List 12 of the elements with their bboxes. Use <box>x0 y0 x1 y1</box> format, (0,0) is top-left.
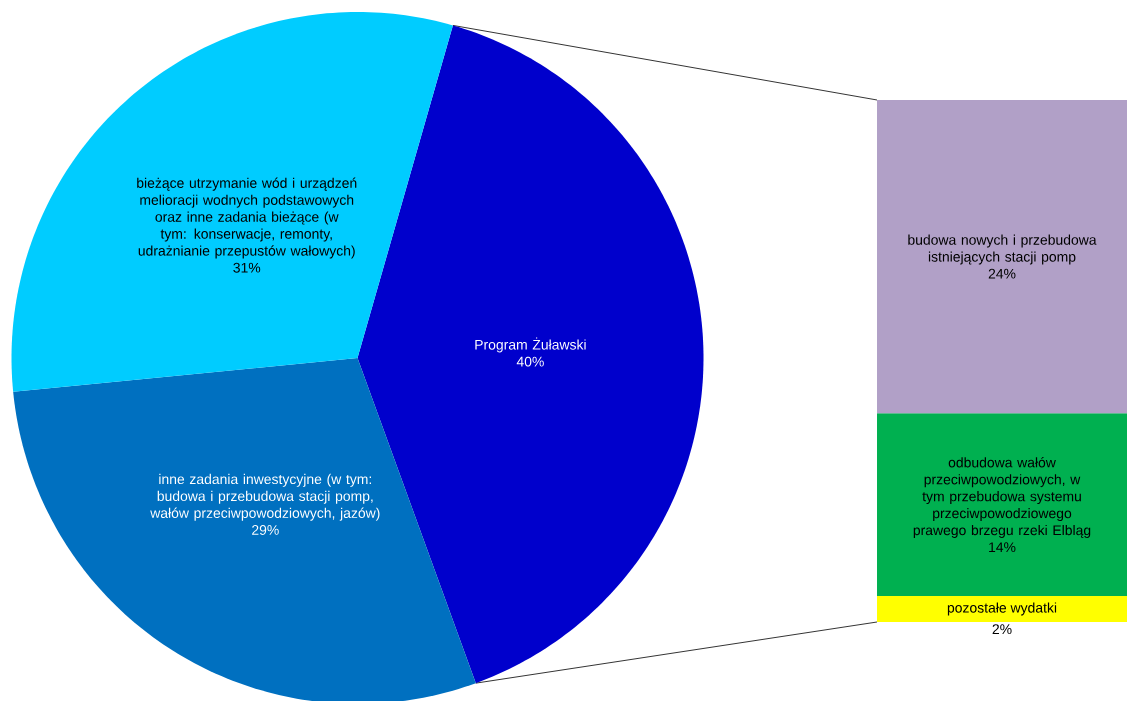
data-label: 40% <box>516 356 544 367</box>
data-label: 31% <box>233 262 261 273</box>
data-label: 29% <box>252 525 279 535</box>
slice-label: inne zadania inwestycyjne (w tym: budowa i przebudowa stacji pomp, wałów przeciwpowodziowych, jazów) <box>150 473 380 521</box>
slice-label: Program Żuławski <box>475 337 586 353</box>
data-label: 24% <box>988 268 1016 279</box>
slice-label: bieżące utrzymanie wód i urządzeń melioracji wodnych podstawowych oraz inne zadania bieżące (w tym: konserwacje, remonty, udrażnianie przepustów wałowych) <box>137 177 357 259</box>
data-label: 14% <box>989 542 1016 553</box>
data-label: 2% <box>992 624 1012 635</box>
series-label: pozostałe wydatki <box>947 602 1057 616</box>
series-label: budowa nowych i przebudowa istniejących stacji pomp <box>908 234 1097 265</box>
series-label: odbudowa wałów przeciwpowodziowych, w tym przebudowa systemu przeciwpowodziowego prawego brzegu rzeki Elbląg <box>913 457 1091 538</box>
